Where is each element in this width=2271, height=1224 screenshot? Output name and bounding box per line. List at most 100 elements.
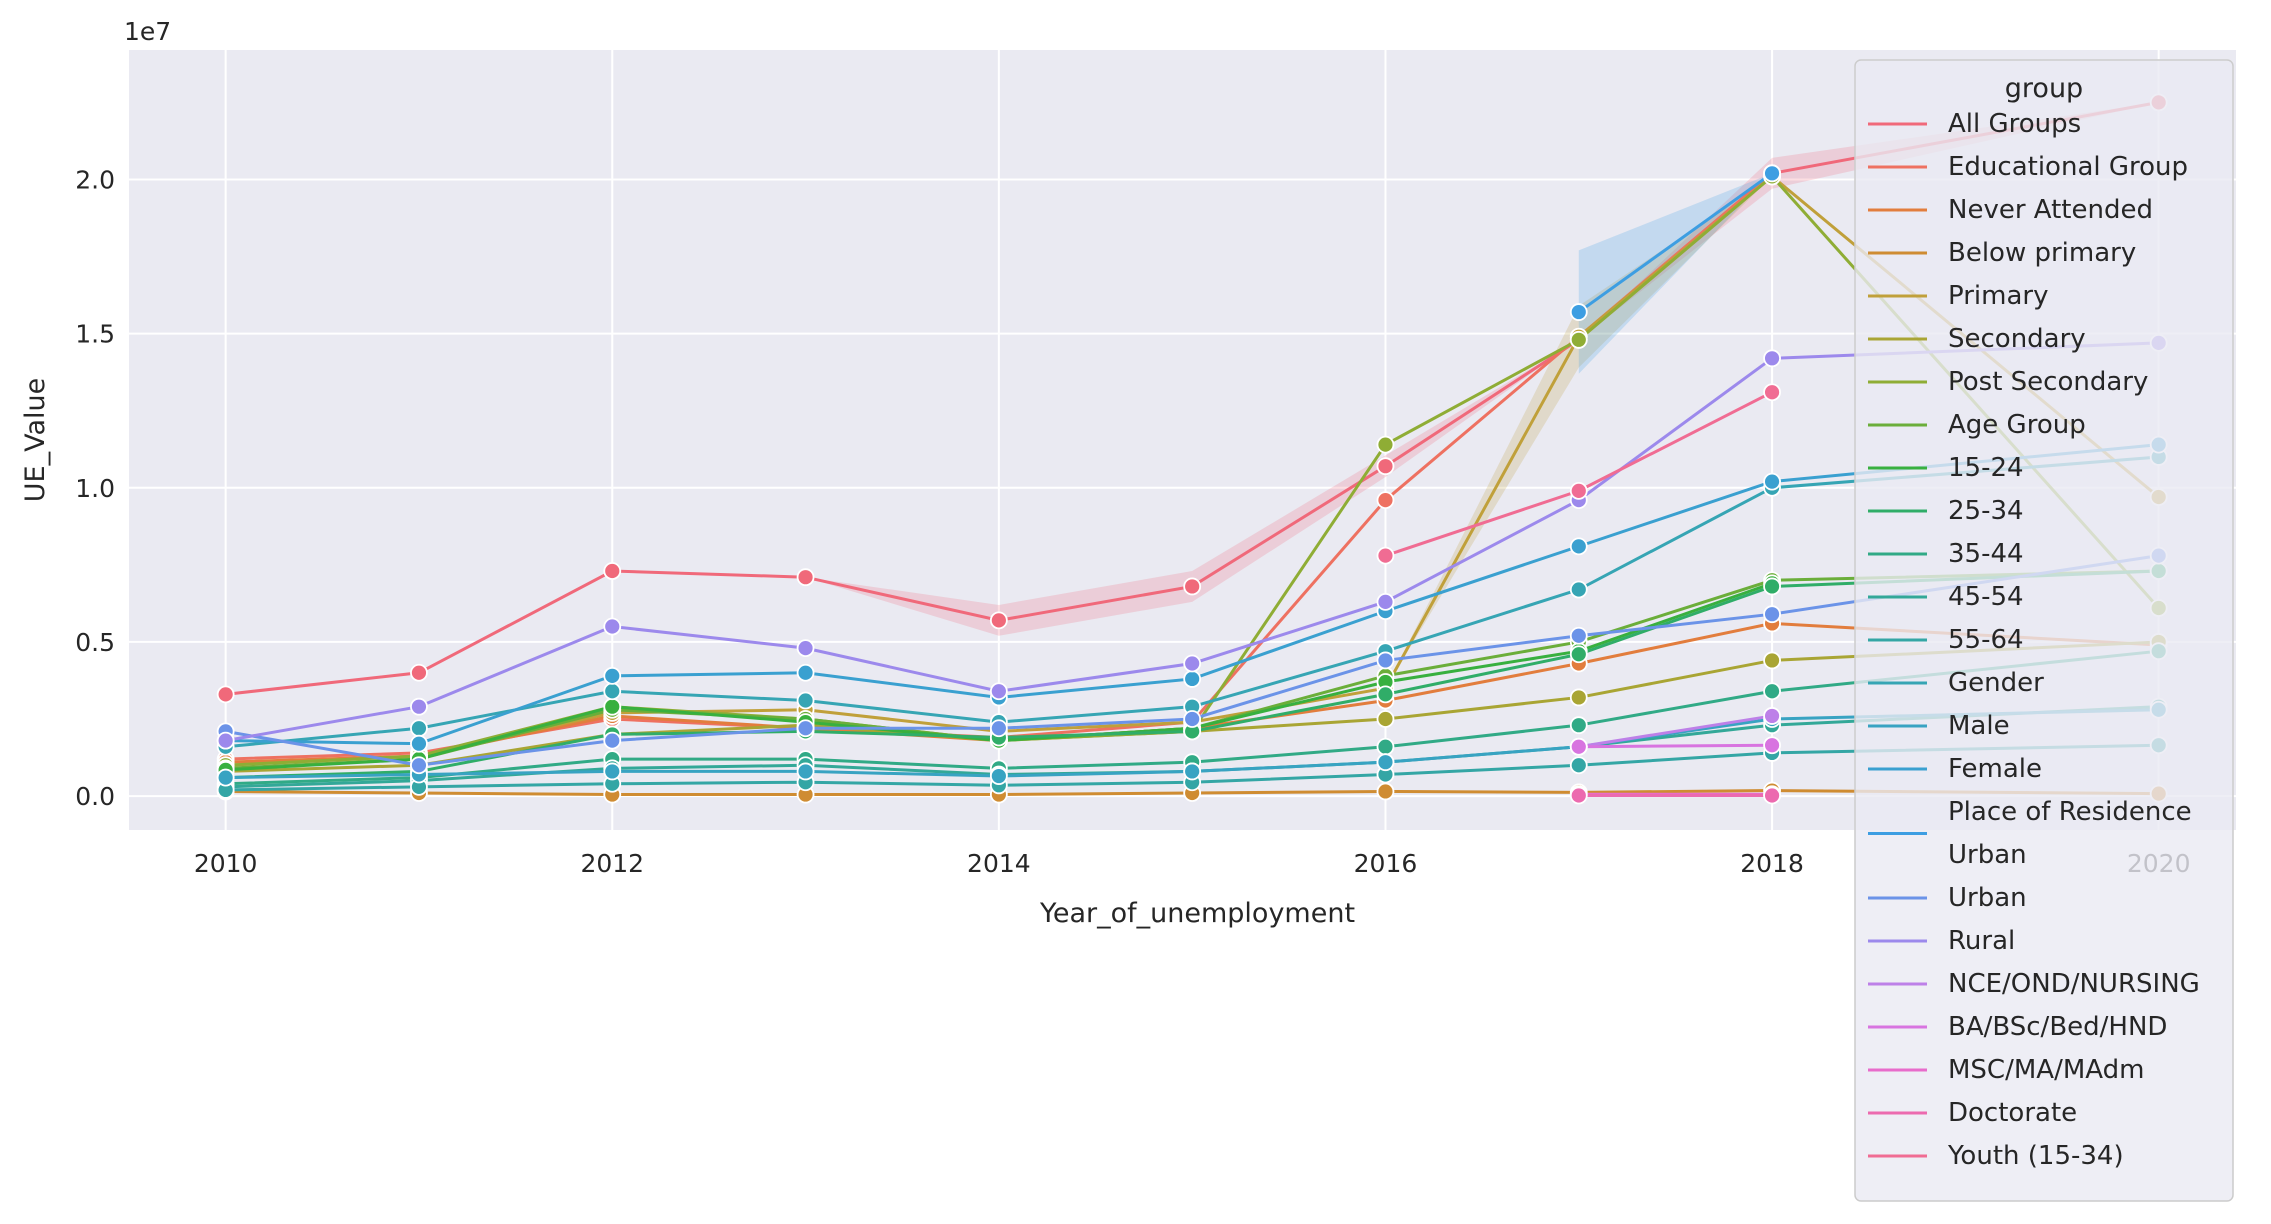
data-point [1376, 457, 1395, 476]
series-line [225, 341, 2159, 743]
confidence-band [1192, 455, 1386, 602]
legend-label: Educational Group [1948, 152, 2188, 182]
legend-items: All Groups Educational Group Never Attende… [1868, 109, 2200, 1171]
data-point [1376, 491, 1395, 510]
data-point [1569, 645, 1588, 664]
data-point [1183, 670, 1202, 688]
x-axis-label: Year_of_unemployment [1039, 898, 1355, 929]
confidence-band [1578, 176, 1773, 368]
data-point [1763, 786, 1781, 805]
y-tick-label: 2.0 [75, 165, 115, 194]
data-point [989, 611, 1008, 630]
data-point [1376, 546, 1395, 565]
legend-label: Never Attended [1948, 195, 2153, 225]
data-point [1569, 737, 1588, 756]
data-point [1569, 303, 1588, 321]
legend-label: Secondary [1948, 324, 2086, 354]
data-point [603, 762, 622, 781]
data-point [1376, 753, 1395, 772]
legend-label: BA/BSc/Bed/HND [1948, 1012, 2167, 1042]
data-point [1763, 472, 1781, 491]
legend-label: Post Secondary [1948, 367, 2148, 397]
data-point [216, 731, 235, 750]
data-point [1376, 710, 1395, 728]
data-point [1376, 651, 1395, 670]
data-point [989, 682, 1008, 701]
y-tick-labels: 0.0 0.5 1.0 1.5 2.0 [75, 165, 115, 811]
data-point [1763, 383, 1781, 402]
data-point [1569, 481, 1588, 500]
data-point [216, 685, 235, 704]
legend-label: 35-44 [1948, 539, 2024, 569]
data-point [1569, 786, 1588, 805]
y-tick-label: 0.5 [75, 628, 115, 657]
data-point [603, 617, 622, 636]
legend-label: NCE/OND/NURSING [1948, 969, 2200, 999]
data-point [410, 756, 428, 775]
data-point [410, 663, 428, 682]
data-point [603, 731, 622, 750]
data-point [1376, 685, 1395, 704]
y-offset-label: 1e7 [124, 17, 171, 46]
data-point [603, 562, 622, 580]
series-line [1578, 743, 1773, 749]
series-line [1577, 172, 1773, 314]
data-point [1376, 782, 1395, 801]
data-point [796, 719, 815, 738]
data-point [410, 719, 428, 738]
x-tick-label: 2012 [580, 849, 644, 878]
legend-label: Primary [1948, 281, 2048, 311]
series-line [225, 708, 2159, 780]
legend-label: 45-54 [1948, 582, 2024, 612]
data-point [1763, 682, 1781, 701]
x-tick-label: 2018 [1740, 849, 1804, 878]
y-tick-label: 1.0 [75, 474, 115, 503]
data-point [989, 767, 1008, 785]
legend-label: All Groups [1948, 109, 2081, 139]
y-tick-label: 0.0 [75, 782, 115, 811]
data-point [603, 697, 622, 716]
confidence-band [1385, 305, 1579, 689]
legend-label: Female [1948, 754, 2042, 784]
confidence-band [1578, 173, 1773, 374]
legend-label: Place of Residence Urban [1948, 797, 2192, 870]
legend-label: Doctorate [1948, 1098, 2077, 1128]
data-point [1763, 164, 1781, 183]
series-line [1578, 714, 1773, 749]
y-axis-label: UE_Value [20, 378, 51, 502]
series-line [225, 443, 2159, 746]
y-tick-label: 1.5 [75, 320, 115, 349]
data-point [1569, 537, 1588, 556]
series-line [225, 743, 2159, 792]
legend-label: Urban [1948, 883, 2027, 913]
data-point [1763, 605, 1781, 624]
data-point [989, 719, 1008, 738]
data-point [796, 568, 815, 587]
data-point [1569, 626, 1588, 645]
legend-label: Gender [1948, 668, 2044, 698]
x-tick-label: 2016 [1354, 849, 1418, 878]
data-point [410, 734, 428, 753]
series-line [225, 789, 2159, 797]
data-point [1376, 435, 1395, 454]
series-line [225, 649, 2159, 786]
confidence-band [805, 577, 999, 636]
x-tick-label: 2014 [967, 849, 1031, 878]
data-point [1569, 756, 1588, 775]
data-point [796, 691, 815, 710]
legend-title: group [2005, 73, 2083, 104]
data-point [1569, 330, 1588, 349]
data-point [216, 768, 235, 787]
data-point [1183, 762, 1202, 781]
data-point [1183, 710, 1202, 728]
legend-label: Age Group [1948, 410, 2086, 440]
data-point [1763, 349, 1781, 368]
data-point [1183, 577, 1202, 596]
legend-label: 25-34 [1948, 496, 2024, 526]
data-point [1763, 577, 1781, 596]
data-point [1763, 736, 1781, 755]
legend-label: MSC/MA/MAdm [1948, 1055, 2144, 1085]
data-point [1763, 651, 1781, 670]
legend-box [1854, 59, 2234, 1202]
